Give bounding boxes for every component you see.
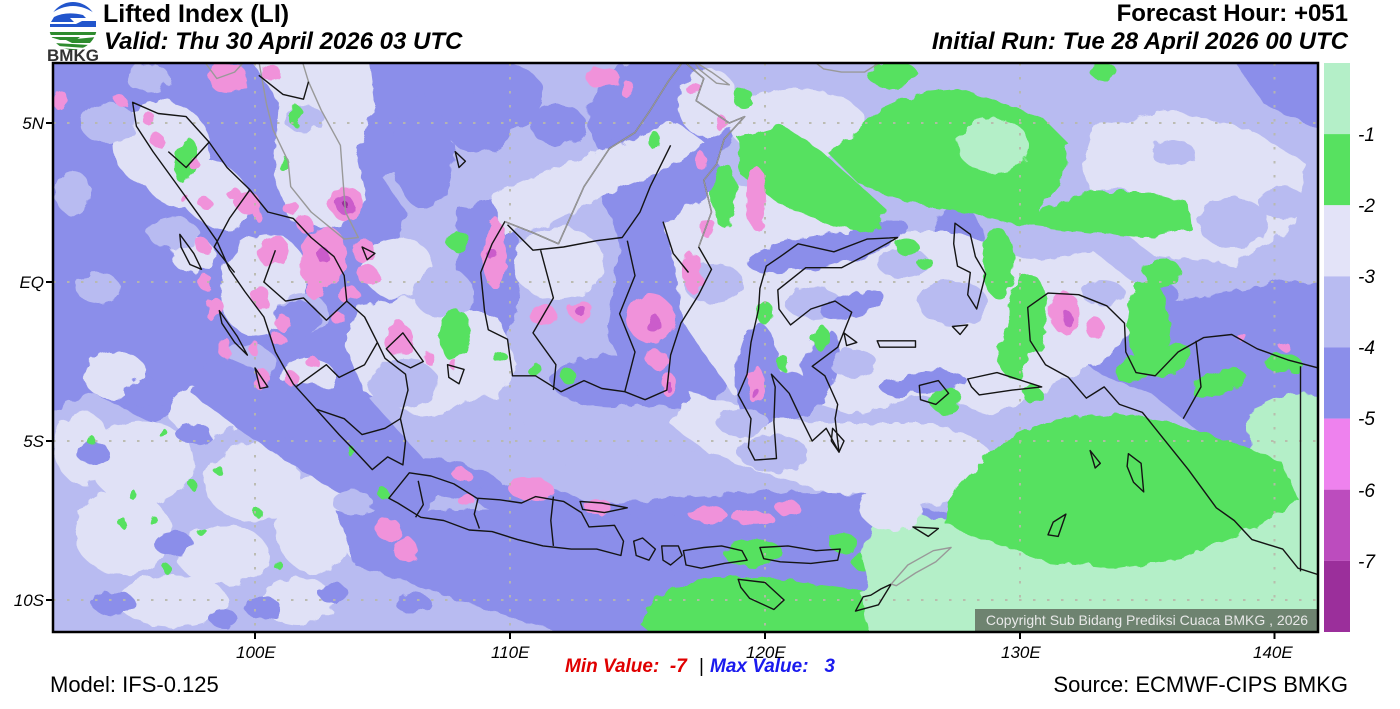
svg-text:BMKG: BMKG: [47, 46, 99, 63]
svg-text:-3: -3: [1358, 267, 1375, 288]
svg-text:-2: -2: [1358, 196, 1375, 217]
svg-text:-1: -1: [1358, 125, 1375, 146]
svg-text:-6: -6: [1358, 481, 1375, 502]
svg-text:-4: -4: [1358, 338, 1375, 359]
svg-text:-5: -5: [1358, 409, 1375, 430]
svg-text:-7: -7: [1358, 552, 1376, 573]
svg-text:Copyright Sub Bidang Prediksi: Copyright Sub Bidang Prediksi Cuaca BMKG…: [986, 612, 1308, 628]
